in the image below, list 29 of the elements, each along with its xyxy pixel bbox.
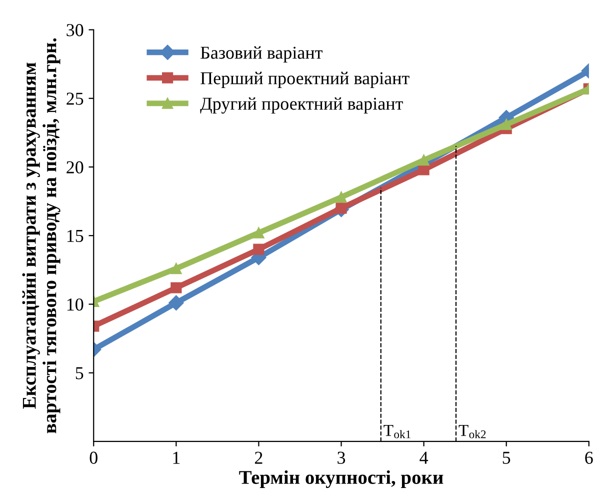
y-axis-title: Експлуатаційні витрати з урахуванням вартості тягового приводу на поїзді, млн.грн. — [22, 38, 60, 434]
x-tick-label: 6 — [585, 452, 593, 464]
point — [170, 262, 182, 274]
ref-line-label: T$_{ok2}$ — [458, 424, 486, 438]
point — [500, 118, 512, 130]
x-axis-title: Термін окупності, роки — [239, 470, 444, 488]
y-tick-label: 5 — [76, 367, 84, 380]
y-tick-label: 15 — [67, 230, 84, 242]
x-tick-label: 1 — [173, 452, 180, 464]
point — [336, 192, 347, 203]
x-tick-label: 2 — [254, 452, 262, 464]
point — [253, 244, 264, 255]
y-tick-label: 10 — [67, 298, 84, 311]
point — [253, 227, 264, 238]
legend-label: Перший проектний варіант — [200, 72, 410, 88]
point — [168, 295, 184, 310]
y-tick-label: 30 — [66, 24, 84, 36]
legend-label: Базовий варіант — [200, 46, 322, 62]
y-tick-label: 20 — [66, 161, 84, 174]
x-tick-label: 3 — [338, 452, 346, 464]
x-tick-label: 5 — [502, 452, 510, 464]
legend-label: Другий проектний варіант — [200, 97, 403, 114]
x-tick-label: 4 — [420, 452, 428, 464]
ref-line-label: T$_{ok1}$ — [384, 424, 410, 438]
point — [418, 154, 430, 166]
point — [418, 164, 430, 176]
x-tick-label: 0 — [90, 452, 98, 464]
y-tick-label: 25 — [66, 92, 84, 105]
point — [170, 282, 182, 294]
